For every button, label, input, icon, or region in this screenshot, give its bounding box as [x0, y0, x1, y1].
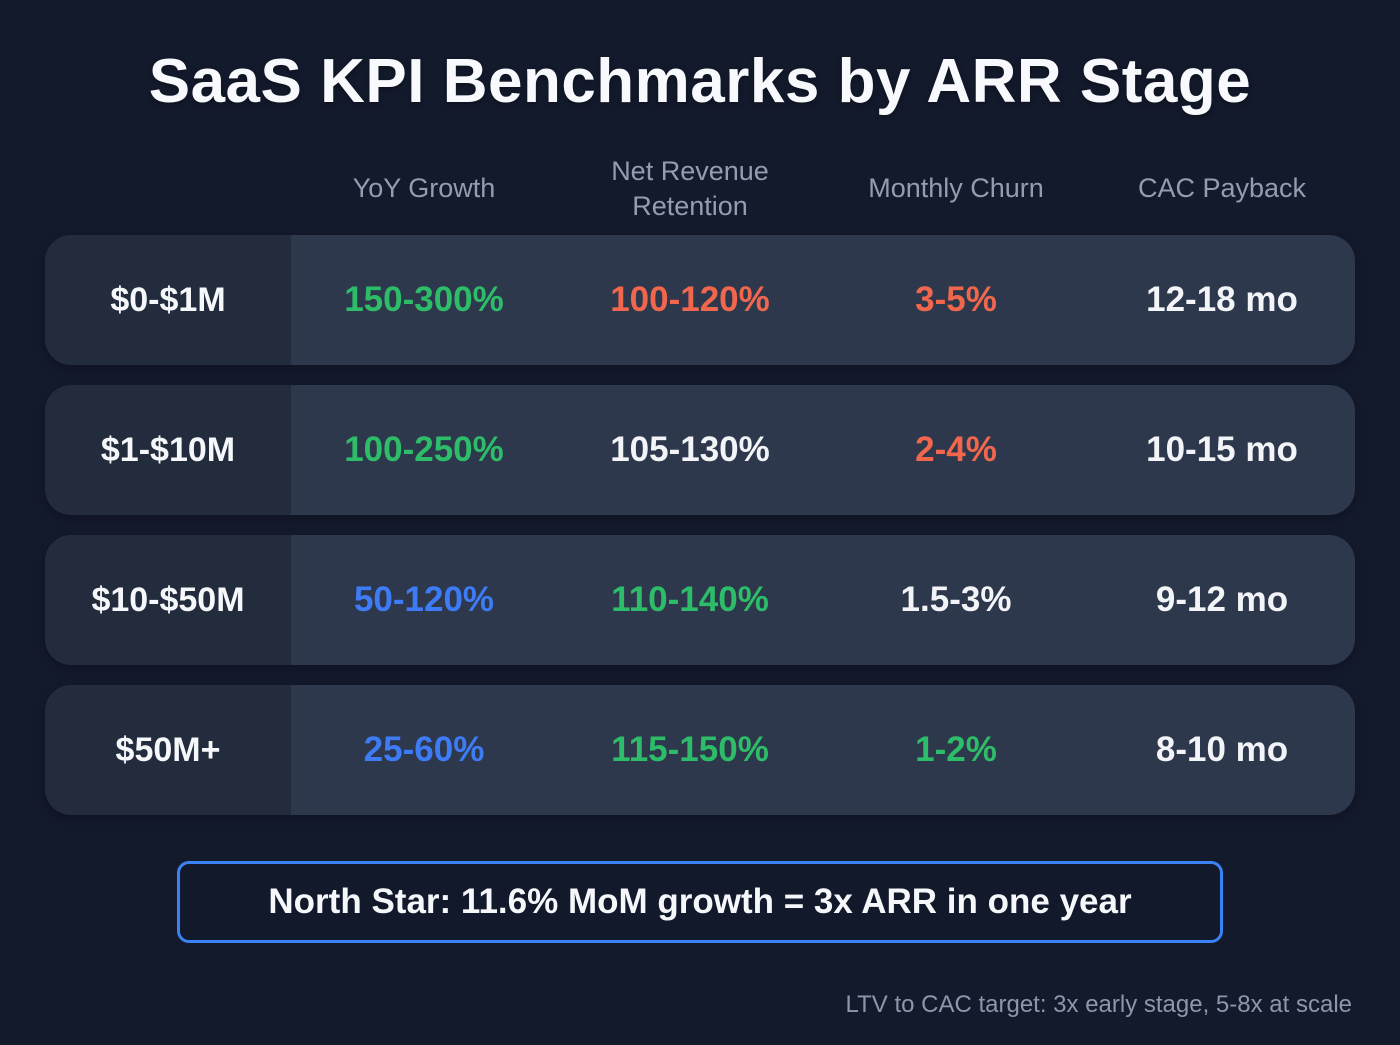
metric-value: 100-120%	[610, 280, 770, 319]
metric-value: 1-2%	[915, 730, 997, 769]
column-header-yoy-growth: YoY Growth	[352, 173, 496, 204]
metric-value: 25-60%	[363, 730, 485, 769]
metric-value: 2-4%	[915, 430, 997, 469]
metric-value: 100-250%	[344, 430, 504, 469]
table-header-row: YoY Growth Net Revenue Retention Monthly…	[45, 143, 1355, 235]
kpi-benchmarks-infographic: SaaS KPI Benchmarks by ARR Stage YoY Gro…	[45, 47, 1355, 1018]
column-header-monthly-churn: Monthly Churn	[868, 173, 1044, 204]
metric-value: 50-120%	[353, 580, 495, 619]
north-star-callout: North Star: 11.6% MoM growth = 3x ARR in…	[177, 861, 1223, 943]
metric-value: 3-5%	[915, 280, 997, 319]
metric-value: 8-10 mo	[1155, 730, 1289, 769]
column-header-net-revenue-retention: Net Revenue Retention	[611, 155, 769, 221]
page-title: SaaS KPI Benchmarks by ARR Stage	[148, 47, 1252, 116]
metric-value: 105-130%	[610, 430, 770, 469]
row-stage-label: $10-$50M	[45, 535, 291, 665]
row-stage-label: $1-$10M	[45, 385, 291, 515]
metric-value: 10-15 mo	[1146, 430, 1298, 469]
metric-value: 115-150%	[611, 730, 769, 769]
metric-value: 9-12 mo	[1155, 580, 1289, 619]
row-stage-label: $50M+	[45, 685, 291, 815]
column-header-cac-payback: CAC Payback	[1137, 173, 1307, 204]
table-row: $1-$10M 100-250% 105-130% 2-4% 10-15 mo	[45, 385, 1355, 515]
north-star-callout-text: North Star: 11.6% MoM growth = 3x ARR in…	[268, 882, 1132, 921]
metric-value: 150-300%	[344, 280, 504, 319]
metric-value: 12-18 mo	[1146, 280, 1298, 319]
row-stage-label: $0-$1M	[45, 235, 291, 365]
table-body: $0-$1M 150-300% 100-120% 3-5% 12-18 mo $1-$10…	[45, 235, 1355, 815]
table-row: $50M+ 25-60% 115-150% 1-2% 8-10 mo	[45, 685, 1355, 815]
table-row: $0-$1M 150-300% 100-120% 3-5% 12-18 mo	[45, 235, 1355, 365]
ltv-cac-footnote: LTV to CAC target: 3x early stage, 5-8x …	[845, 991, 1352, 1018]
table-row: $10-$50M 50-120% 110-140% 1.5-3% 9-12 mo	[45, 535, 1355, 665]
metric-value: 110-140%	[611, 580, 769, 619]
metric-value: 1.5-3%	[900, 580, 1012, 619]
